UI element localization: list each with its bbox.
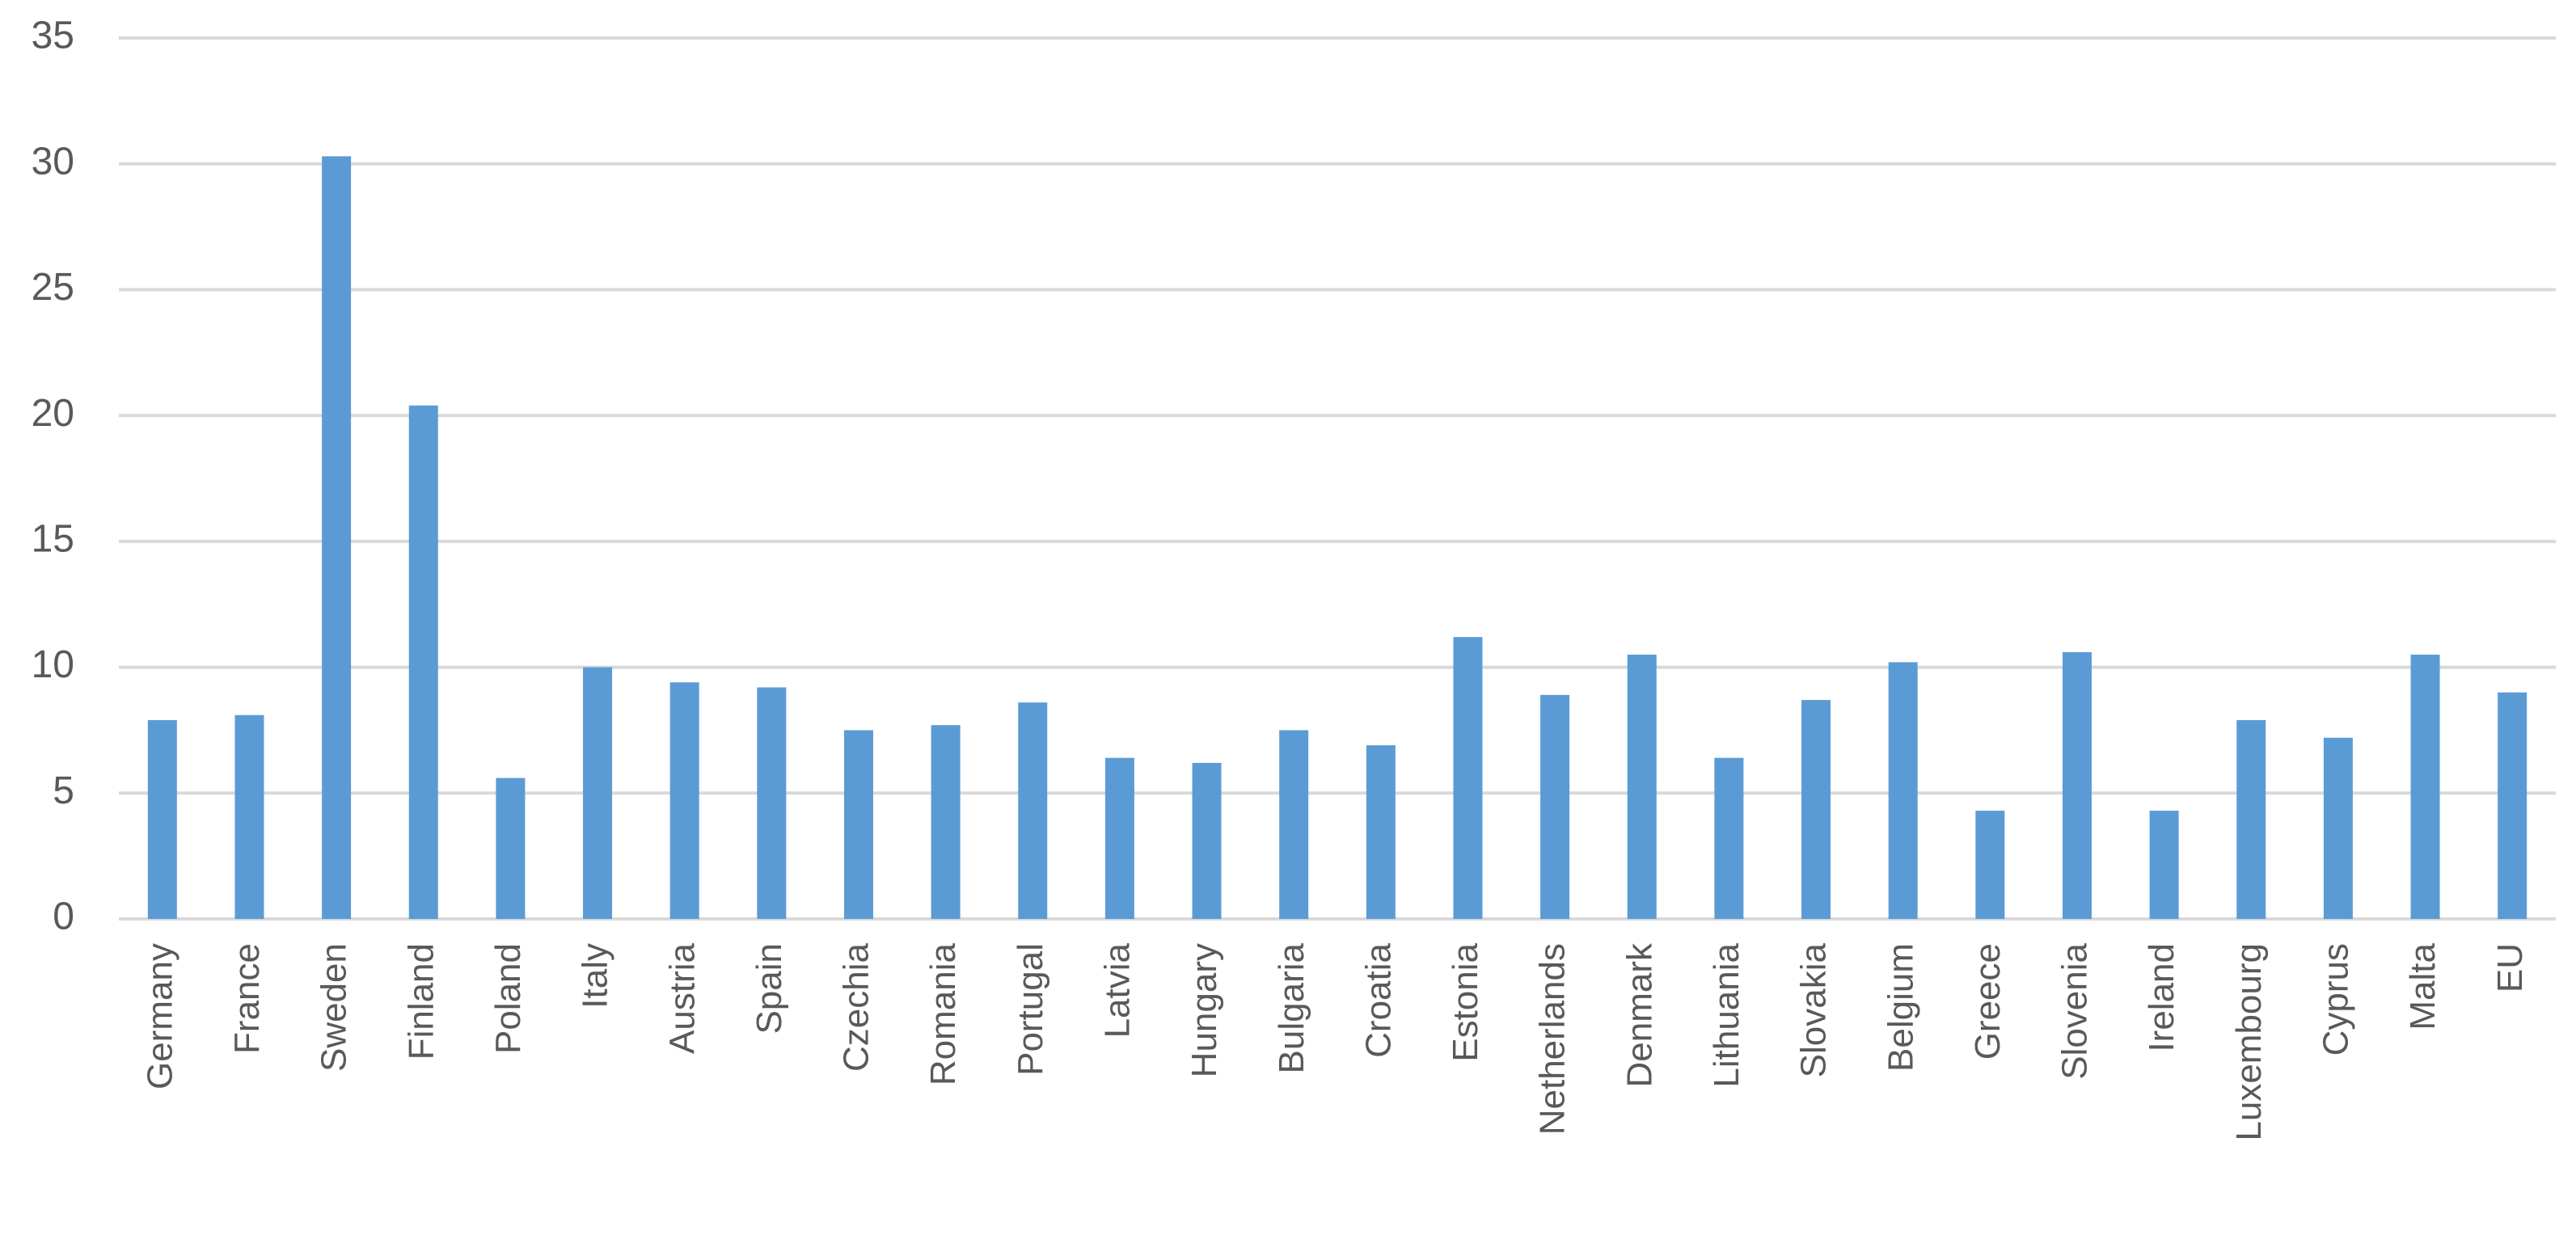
y-tick-label: 20 [32,392,74,435]
x-tick-label: Czechia [837,942,876,1071]
y-tick-label: 25 [32,266,74,309]
bar [322,156,352,919]
bar [1801,700,1831,919]
bar [2236,719,2266,919]
bar [1453,637,1483,919]
bar [147,719,177,919]
bar [408,405,438,920]
y-tick-label: 10 [32,643,74,686]
x-tick-label: Hungary [1185,943,1224,1077]
x-tick-label: Netherlands [1533,943,1573,1135]
x-tick-label: Latvia [1098,942,1138,1038]
y-tick-label: 15 [32,518,74,561]
y-tick-label: 5 [53,769,74,812]
x-tick-label: Germany [140,943,179,1089]
bar [2149,811,2179,919]
x-tick-label: Poland [488,943,528,1054]
bar [1018,702,1048,919]
bar [1714,757,1744,919]
bar [1888,662,1918,919]
bar [2498,692,2527,919]
bar [1279,730,1309,919]
bar [1192,762,1222,919]
bar [2323,737,2353,919]
bar [583,667,613,919]
x-tick-label: Luxembourg [2229,943,2269,1141]
y-tick-label: 30 [32,140,74,183]
bar [2062,651,2092,919]
x-tick-label: Estonia [1446,942,1485,1061]
bar [2410,655,2440,919]
bar [931,725,961,919]
bar [1975,811,2005,919]
bar [496,778,526,919]
x-tick-label: Croatia [1358,942,1398,1057]
x-tick-label: Italy [576,943,615,1009]
x-tick-label: Belgium [1881,943,1920,1072]
x-tick-label: EU [2490,943,2530,992]
x-tick-label: Lithuania [1707,942,1746,1087]
bar [1366,745,1396,919]
x-tick-label: Slovenia [2055,942,2095,1079]
x-tick-label: Portugal [1011,943,1050,1076]
x-tick-label: Bulgaria [1272,942,1311,1073]
x-tick-label: Cyprus [2316,943,2356,1056]
x-tick-label: Romania [923,942,963,1085]
y-tick-label: 35 [32,15,74,57]
x-tick-label: Sweden [315,943,354,1072]
x-tick-label: Malta [2403,942,2443,1030]
x-tick-label: Finland [401,943,441,1060]
x-tick-label: France [227,943,267,1054]
x-tick-label: Denmark [1620,942,1659,1087]
x-tick-label: Ireland [2142,943,2181,1052]
bar [757,687,787,919]
bar [843,730,873,919]
bar [1104,757,1134,919]
bar [1627,655,1657,919]
x-tick-label: Greece [1968,943,2008,1060]
x-tick-label: Slovakia [1794,942,1834,1077]
x-tick-label: Austria [662,942,702,1053]
bar [1540,694,1570,919]
bar [669,682,699,919]
bar [234,714,264,919]
x-tick-label: Spain [750,943,789,1035]
y-tick-label: 0 [53,896,74,938]
